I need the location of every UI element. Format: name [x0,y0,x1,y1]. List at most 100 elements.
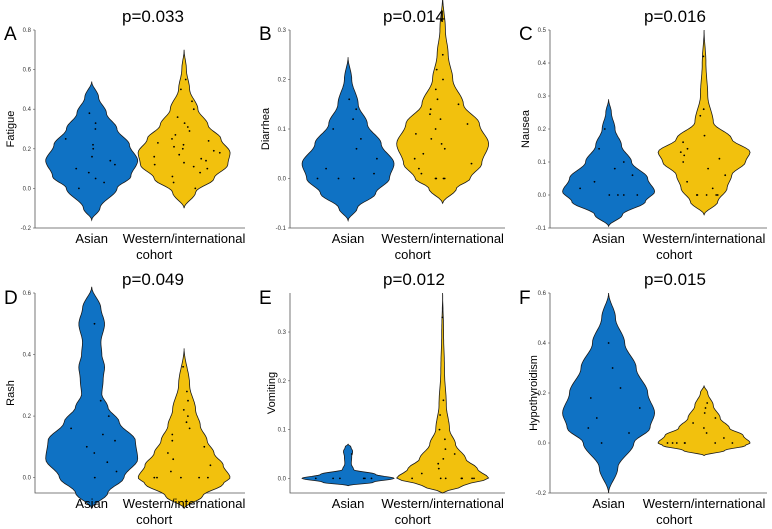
data-point [711,187,714,190]
data-point [587,427,590,429]
y-tick-label: 0.0 [538,441,547,447]
data-point [706,402,709,404]
x-label-asian: Asian [75,231,108,246]
data-point [671,442,674,444]
data-point [373,172,375,175]
panel-e: 0.0 0.1 0.2 0.3 Asian Western/internationalco… [259,270,505,527]
data-point [185,421,188,424]
x-label-cohort: cohort [656,512,693,527]
data-point [429,108,432,111]
x-label-asian: Asian [592,496,625,511]
data-point [93,476,96,479]
data-point [153,163,156,166]
data-point [444,448,447,450]
data-point [64,138,67,140]
data-point [457,103,460,106]
data-point [666,442,669,444]
data-point [437,462,440,465]
data-point [723,437,725,439]
data-point [442,458,445,460]
data-point [370,477,373,480]
panel-d: 0.0 0.2 0.4 0.6 Asian Western/internationalco… [4,270,246,527]
y-axis-title: Diarrhea [260,107,272,150]
data-point [103,181,105,184]
y-tick-label: 0.2 [23,414,32,420]
data-point [186,126,189,128]
data-point [437,467,440,470]
y-axis-title: Rash [5,380,17,406]
data-point [607,342,610,344]
y-tick-label: 0.2 [278,379,287,385]
data-point [171,433,174,436]
data-point [619,387,622,389]
y-axis-title: Fatigue [5,111,17,148]
data-point [413,157,416,160]
x-label-western: Western/international [381,496,504,511]
y-tick-label: 0.6 [23,291,32,297]
data-point [332,128,335,130]
axis-lines [289,293,505,494]
y-tick-label: 0.5 [538,28,547,34]
y-tick-label: 0.0 [278,476,287,482]
data-point [316,177,319,180]
data-point [87,171,90,174]
data-point [78,187,80,190]
violin-western [657,29,751,216]
data-point [376,157,378,160]
data-point [178,153,181,156]
data-point [325,167,327,170]
data-point [686,180,688,183]
violin-western [657,385,751,456]
data-point [442,78,444,81]
x-label-cohort: cohort [395,247,432,262]
data-point [182,365,185,368]
data-point [199,171,202,174]
data-point [107,415,110,417]
y-tick-label: 0.6 [23,68,32,74]
data-point [94,122,97,124]
x-label-asian: Asian [592,231,625,246]
data-point [631,174,634,177]
data-point [702,55,705,58]
data-point [153,476,156,479]
data-point [355,147,358,150]
data-point [411,477,413,480]
data-point [92,143,94,146]
data-point [715,194,718,196]
data-point [703,134,706,137]
data-point [115,470,118,473]
y-axis-title: Nausea [520,109,532,148]
data-point [85,445,88,448]
violin-asian [562,99,656,228]
x-label-asian: Asian [75,496,108,511]
data-point [192,108,195,111]
data-point [716,194,719,196]
data-point [198,476,201,479]
data-point [91,155,93,158]
data-point [718,157,721,160]
data-point [206,167,209,170]
data-point [724,174,727,177]
data-point [348,98,351,101]
data-point [205,159,207,162]
data-point [207,140,210,142]
data-point [353,177,355,180]
data-point [153,155,156,158]
x-label-cohort: cohort [136,247,173,262]
data-point [440,19,443,21]
data-point [337,177,340,180]
data-point [360,138,362,140]
x-label-cohort: cohort [136,512,173,527]
data-point [611,367,614,369]
y-tick-label: -0.1 [276,226,287,232]
data-point [207,476,209,479]
panel-letter: E [259,288,272,309]
data-point [439,118,442,120]
data-point [355,108,358,111]
y-tick-label: 0.1 [538,160,547,166]
data-point [194,187,197,190]
y-tick-label: 0.3 [538,94,547,100]
panel-b: -0.1 0.0 0.1 0.2 0.3 Asian Western/internation… [259,0,505,262]
p-value-title: p=0.015 [644,270,706,289]
